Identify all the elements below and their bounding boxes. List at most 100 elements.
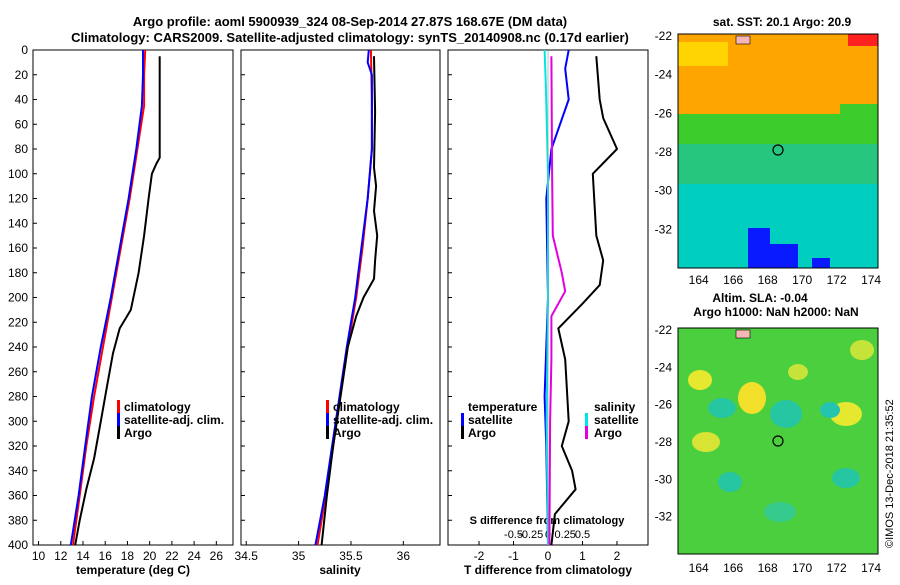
x-tick-label: -1 bbox=[508, 549, 519, 563]
temperature-xlabel: temperature (deg C) bbox=[76, 563, 190, 577]
map-y-tick-label: -30 bbox=[655, 184, 673, 198]
x-tick-label: -0.5 bbox=[504, 529, 523, 541]
legend-swatch-s-argo bbox=[585, 426, 588, 439]
series-line-temperature-argo bbox=[550, 56, 618, 546]
sla-map-x-ticks: 164 166 168 170 172 174 bbox=[689, 561, 882, 575]
depth-tick-label: 200 bbox=[8, 291, 28, 305]
legend-title-temperature: temperature bbox=[468, 400, 538, 414]
sst-map-frame bbox=[677, 33, 879, 269]
sla-blob-yellow bbox=[688, 370, 712, 390]
salinity-panel bbox=[240, 49, 441, 546]
legend-swatch-climatology bbox=[326, 400, 329, 413]
sst-patch-blue-2 bbox=[770, 244, 798, 268]
difference-xlabel: T difference from climatology bbox=[464, 563, 632, 577]
legend-label-argo: Argo bbox=[333, 426, 361, 440]
map-x-tick-label: 172 bbox=[827, 273, 847, 287]
map-x-tick-label: 170 bbox=[792, 273, 812, 287]
sla-blob-teal bbox=[718, 472, 742, 492]
map-y-tick-label: -22 bbox=[655, 29, 673, 43]
watermark: ©IMOS 13-Dec-2018 21:35:52 bbox=[884, 399, 896, 548]
difference-legend: temperature satellite Argo salinity sate… bbox=[461, 400, 639, 440]
x-tick-label: -0.25 bbox=[518, 529, 543, 541]
sst-map-x-ticks: 164 166 168 170 172 174 bbox=[689, 273, 882, 287]
depth-tick-label: 80 bbox=[15, 142, 29, 156]
series-line-salinity-argo bbox=[548, 56, 567, 546]
sst-band-seagreen bbox=[678, 144, 878, 184]
series-line-argo bbox=[320, 56, 379, 546]
sst-patch-blue bbox=[748, 228, 770, 268]
salinity-xlabel: salinity bbox=[319, 563, 361, 577]
legend-swatch-argo bbox=[117, 426, 120, 439]
legend-swatch-t-argo bbox=[461, 426, 464, 439]
depth-axis: 0 20 40 60 80 100 120 140 160 180 200 220 240 260 280 3… bbox=[8, 43, 452, 552]
map-x-tick-label: 168 bbox=[758, 561, 778, 575]
sst-patch-blue-3 bbox=[812, 258, 830, 268]
map-y-tick-label: -28 bbox=[655, 435, 673, 449]
x-tick-label: 0 bbox=[545, 549, 552, 563]
map-x-tick-label: 174 bbox=[861, 273, 881, 287]
depth-tick-label: 260 bbox=[8, 365, 28, 379]
x-tick-label: 14 bbox=[76, 549, 90, 563]
map-y-tick-label: -26 bbox=[655, 106, 673, 120]
legend-swatch-t-satellite bbox=[461, 413, 464, 426]
sst-map bbox=[677, 33, 879, 269]
series-line-satellite-adj-clim- bbox=[69, 50, 144, 546]
sla-map-title2: Argo h1000: NaN h2000: NaN bbox=[693, 305, 858, 319]
map-x-tick-label: 174 bbox=[861, 561, 881, 575]
sla-blob-yellow bbox=[788, 364, 808, 380]
x-tick-label: 0.25 bbox=[555, 529, 576, 541]
sla-profile-location bbox=[772, 435, 784, 447]
depth-tick-label: 180 bbox=[8, 266, 28, 280]
map-x-tick-label: 172 bbox=[827, 561, 847, 575]
x-tick-label: 16 bbox=[99, 549, 113, 563]
x-tick-label: 35.5 bbox=[339, 549, 363, 563]
sla-blob-teal bbox=[708, 398, 736, 418]
depth-tick-label: 120 bbox=[8, 192, 28, 206]
depth-tick-label: 20 bbox=[15, 68, 29, 82]
map-y-tick-label: -32 bbox=[655, 222, 673, 236]
map-y-tick-label: -32 bbox=[655, 510, 673, 524]
sst-patch-red bbox=[848, 34, 878, 46]
x-tick-label: 26 bbox=[210, 549, 224, 563]
sst-patch-yellow bbox=[678, 42, 728, 66]
map-x-tick-label: 164 bbox=[689, 273, 709, 287]
title-line1: Argo profile: aoml 5900939_324 08-Sep-20… bbox=[133, 14, 567, 29]
depth-tick-label: 400 bbox=[8, 538, 28, 552]
sst-band-green bbox=[678, 114, 878, 144]
x-tick-label: 34.5 bbox=[235, 549, 259, 563]
salinity-x-ticks: 34.5 35 35.5 36 bbox=[235, 541, 410, 563]
map-y-tick-label: -24 bbox=[655, 360, 673, 374]
sst-map-y-ticks: -22 -24 -26 -28 -30 -32 bbox=[655, 29, 673, 236]
x-tick-label: -2 bbox=[474, 549, 485, 563]
sst-profile-location bbox=[772, 144, 784, 156]
sla-blob-teal bbox=[832, 468, 860, 488]
legend-label-climatology: climatology bbox=[124, 400, 191, 414]
sla-map-y-ticks: -22 -24 -26 -28 -30 -32 bbox=[655, 323, 673, 524]
x-tick-label: 20 bbox=[143, 549, 157, 563]
map-y-tick-label: -26 bbox=[655, 398, 673, 412]
sst-map-title: sat. SST: 20.1 Argo: 20.9 bbox=[713, 15, 852, 29]
legend-swatch-satellite bbox=[117, 413, 120, 426]
legend-title-salinity: salinity bbox=[594, 400, 636, 414]
legend-swatch-argo bbox=[326, 426, 329, 439]
depth-tick-label: 220 bbox=[8, 315, 28, 329]
series-line-climatology bbox=[72, 49, 147, 546]
temperature-series bbox=[69, 49, 161, 546]
x-tick-label: 2 bbox=[614, 549, 621, 563]
legend-label-t-argo: Argo bbox=[468, 426, 496, 440]
map-x-tick-label: 170 bbox=[792, 561, 812, 575]
x-tick-label: 24 bbox=[187, 549, 201, 563]
salinity-legend: climatology satellite-adj. clim. Argo bbox=[326, 400, 433, 440]
legend-label-satellite: satellite-adj. clim. bbox=[124, 413, 224, 427]
sla-blob-teal bbox=[770, 400, 802, 428]
sla-map bbox=[677, 327, 879, 555]
x-tick-label: 18 bbox=[121, 549, 135, 563]
map-x-tick-label: 166 bbox=[723, 561, 743, 575]
x-tick-label: 10 bbox=[32, 549, 46, 563]
depth-tick-label: 340 bbox=[8, 464, 28, 478]
title-line2: Climatology: CARS2009. Satellite-adjuste… bbox=[71, 30, 629, 45]
map-x-tick-label: 166 bbox=[723, 273, 743, 287]
legend-label-argo: Argo bbox=[124, 426, 152, 440]
map-y-tick-label: -28 bbox=[655, 145, 673, 159]
